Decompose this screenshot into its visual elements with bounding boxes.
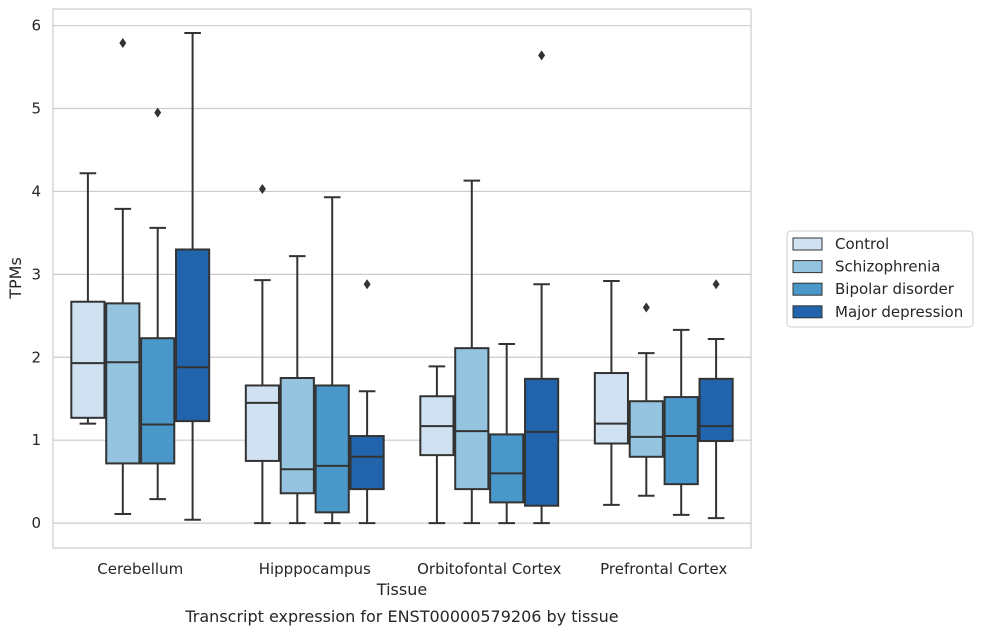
outlier-point xyxy=(119,37,127,48)
box-body xyxy=(524,377,560,507)
y-tick-label: 4 xyxy=(31,182,41,200)
y-tick-label: 2 xyxy=(31,348,41,366)
box-body xyxy=(349,435,385,491)
x-tick-label: Hipppocampus xyxy=(259,560,371,578)
box-3-2 xyxy=(663,328,699,516)
y-tick-label: 5 xyxy=(31,100,41,118)
y-tick-labels: 0 1 2 3 4 5 6 xyxy=(31,17,41,533)
box-1-2 xyxy=(314,196,350,525)
box-2-0 xyxy=(419,365,455,525)
legend-swatch xyxy=(792,305,823,319)
y-tick-label: 1 xyxy=(31,431,41,449)
box-1-0 xyxy=(244,183,280,525)
outlier-point xyxy=(258,183,266,194)
box-3-1 xyxy=(628,302,664,497)
box-body xyxy=(628,400,664,458)
box-groups xyxy=(70,32,734,525)
legend-label: Bipolar disorder xyxy=(835,280,955,298)
box-2-3 xyxy=(524,50,560,525)
y-tick-label: 3 xyxy=(31,265,41,283)
legend-swatch xyxy=(792,282,823,296)
y-tick-label: 6 xyxy=(31,17,41,35)
x-axis-label: Tissue xyxy=(376,580,427,599)
box-body xyxy=(105,302,141,465)
box-0-1 xyxy=(105,37,141,516)
box-2-1 xyxy=(454,179,490,525)
x-tick-label: Prefrontal Cortex xyxy=(600,560,727,578)
outlier-point xyxy=(538,50,546,61)
box-body xyxy=(279,377,315,495)
box-body xyxy=(140,337,176,465)
box-3-3 xyxy=(698,279,734,520)
box-body xyxy=(593,372,629,445)
x-tick-labels: Cerebellum Hipppocampus Orbitofontal Corte… xyxy=(97,560,727,578)
outlier-point xyxy=(642,302,650,313)
outlier-point xyxy=(363,279,371,290)
y-tick-label: 0 xyxy=(31,514,41,532)
x-tick-label: Orbitofontal Cortex xyxy=(417,560,561,578)
plot-frame xyxy=(52,8,752,549)
legend-swatch xyxy=(792,260,823,274)
box-body xyxy=(244,384,280,462)
legend-frame xyxy=(786,230,974,328)
legend-label: Major depression xyxy=(835,303,963,321)
box-body xyxy=(454,347,490,491)
box-0-2 xyxy=(140,107,176,501)
chart-caption: Transcript expression for ENST0000057920… xyxy=(184,607,618,626)
box-body xyxy=(314,384,350,514)
box-body xyxy=(175,248,211,423)
box-1-1 xyxy=(279,255,315,525)
legend-label: Schizophrenia xyxy=(835,258,940,276)
box-2-2 xyxy=(489,343,525,525)
box-body xyxy=(663,396,699,486)
legend: Control Schizophrenia Bipolar disorder Majo… xyxy=(786,230,974,328)
outlier-point xyxy=(712,279,720,290)
legend-swatch xyxy=(792,237,823,251)
legend-label: Control xyxy=(835,235,889,253)
box-body xyxy=(489,433,525,504)
outlier-point xyxy=(154,107,162,118)
box-3-0 xyxy=(593,279,629,506)
box-0-0 xyxy=(70,172,106,425)
box-0-3 xyxy=(175,32,211,521)
box-body xyxy=(698,377,734,443)
box-1-3 xyxy=(349,279,385,525)
x-tick-label: Cerebellum xyxy=(97,560,183,578)
box-body xyxy=(70,300,106,419)
y-axis-label: TPMs xyxy=(6,257,25,300)
